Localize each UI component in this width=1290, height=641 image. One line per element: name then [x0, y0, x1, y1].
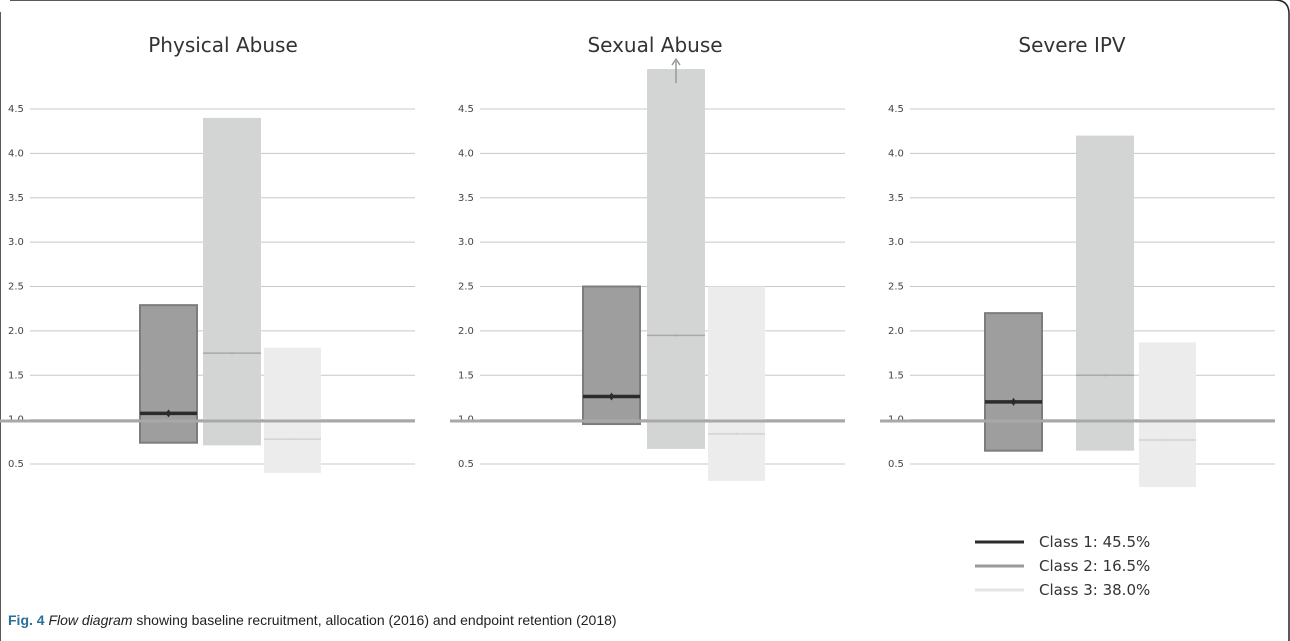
y-tick-label: 1.5 [888, 370, 904, 381]
y-tick-label: 4.0 [458, 148, 474, 159]
y-tick-label: 1.5 [8, 370, 24, 381]
estimate-marker-class-2 [1103, 373, 1107, 377]
y-tick-label: 4.5 [8, 104, 24, 115]
y-tick-label: 2.0 [8, 326, 24, 337]
ci-bar-class-3 [264, 347, 321, 473]
estimate-marker-class-3 [1166, 438, 1169, 442]
estimate-marker-class-3 [735, 432, 738, 436]
y-tick-label: 4.5 [888, 104, 904, 115]
estimate-marker-class-3 [291, 437, 294, 441]
y-tick-label: 4.0 [888, 148, 904, 159]
y-tick-label: 0.5 [8, 459, 24, 470]
estimate-marker-class-2 [674, 333, 678, 337]
estimate-marker-class-1 [165, 409, 172, 418]
estimate-marker-class-1 [608, 392, 615, 401]
y-tick-label: 2.5 [888, 282, 904, 293]
y-tick-label: 2.0 [888, 326, 904, 337]
y-tick-label: 3.5 [888, 193, 904, 204]
ci-bar-class-2 [647, 69, 705, 449]
y-tick-label: 2.5 [458, 282, 474, 293]
y-tick-label: 2.0 [458, 326, 474, 337]
figure-caption: Fig. 4 Flow diagram showing baseline rec… [8, 612, 617, 628]
legend-label-class-1: Class 1: 45.5% [1039, 533, 1150, 551]
y-tick-label: 3.5 [8, 193, 24, 204]
y-tick-label: 4.5 [458, 104, 474, 115]
ci-bar-class-3 [1139, 342, 1196, 488]
ci-bar-class-1 [582, 285, 641, 426]
y-tick-label: 0.5 [888, 459, 904, 470]
y-tick-label: 3.0 [888, 237, 904, 248]
y-tick-label: 3.0 [458, 237, 474, 248]
ci-bar-class-2 [1076, 135, 1134, 451]
ci-bar-class-3 [708, 286, 765, 481]
ci-bar-class-2 [203, 117, 261, 446]
legend: Class 1: 45.5% Class 2: 16.5% Class 3: 38.… [975, 533, 1150, 599]
panel-title: Severe IPV [1018, 33, 1126, 57]
estimate-marker-class-2 [230, 351, 234, 355]
ci-bar-class-1 [984, 312, 1043, 452]
caption-italic-text: Flow diagram [48, 612, 133, 628]
panel-1: Physical Abuse0.51.01.52.02.53.03.54.04.… [0, 33, 415, 473]
caption-text: showing baseline recruitment, allocation… [132, 612, 617, 628]
caption-figure-label: Fig. 4 [8, 612, 45, 628]
y-tick-label: 2.5 [8, 282, 24, 293]
y-tick-label: 4.0 [8, 148, 24, 159]
y-tick-label: 3.0 [8, 237, 24, 248]
legend-label-class-3: Class 3: 38.0% [1039, 581, 1150, 599]
panel-title: Physical Abuse [148, 33, 298, 57]
y-tick-label: 3.5 [458, 193, 474, 204]
y-tick-label: 0.5 [458, 459, 474, 470]
panel-title: Sexual Abuse [587, 33, 722, 57]
truncation-arrowhead [671, 57, 681, 66]
estimate-marker-class-1 [1010, 397, 1017, 406]
legend-label-class-2: Class 2: 16.5% [1039, 557, 1150, 575]
y-tick-label: 1.5 [458, 370, 474, 381]
